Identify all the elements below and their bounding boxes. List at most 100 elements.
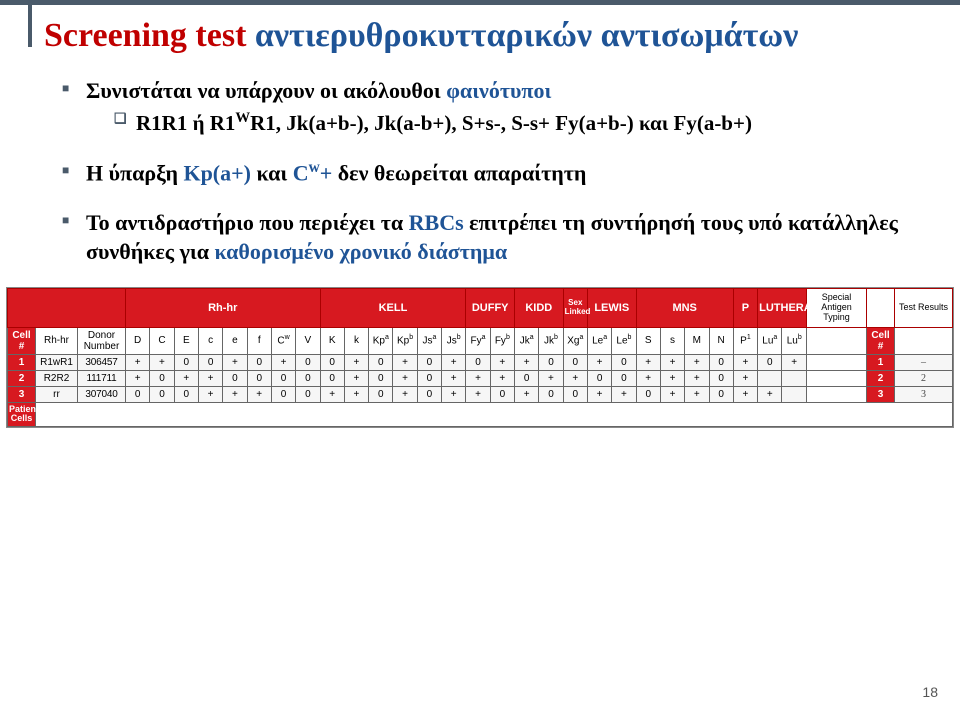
antigen-cell: + [660, 370, 684, 386]
col-Lua: Lua [758, 327, 782, 354]
col-M: M [685, 327, 709, 354]
antigen-cell: + [612, 386, 636, 402]
col-P1: P1 [733, 327, 757, 354]
antigen-cell: + [320, 386, 344, 402]
antigen-cell: 0 [198, 354, 222, 370]
antigen-cell: + [442, 370, 466, 386]
antigen-cell: 0 [563, 386, 587, 402]
antigen-cell: 0 [320, 370, 344, 386]
group-blank [8, 288, 126, 327]
rh-type: R1wR1 [36, 354, 78, 370]
antigen-cell [758, 370, 782, 386]
antigen-cell: + [344, 370, 368, 386]
antigen-cell: + [733, 354, 757, 370]
antigen-cell: + [344, 354, 368, 370]
antigen-cell: 0 [150, 386, 174, 402]
antigen-cell: + [126, 370, 150, 386]
donor-num: 111711 [78, 370, 126, 386]
special-cell [807, 386, 867, 402]
col-D: D [126, 327, 150, 354]
antigen-cell: + [442, 386, 466, 402]
col-Kpa: Kpa [369, 327, 393, 354]
col-Cw: Cw [271, 327, 295, 354]
antigen-cell: + [393, 354, 417, 370]
bullet-3: Το αντιδραστήριο που περιέχει τα RBCs επ… [62, 208, 920, 267]
gap1 [867, 288, 895, 327]
group-p: P [733, 288, 757, 327]
table-row: 3rr307040000+++00++0+0++0+00++0++0++33 [8, 386, 953, 402]
col-Jka: Jka [515, 327, 539, 354]
antigen-cell: + [636, 354, 660, 370]
antigen-cell: + [758, 386, 782, 402]
col-k: k [344, 327, 368, 354]
b3d: καθορισμένο χρονικό διάστημα [214, 239, 507, 264]
antigen-cell: + [515, 386, 539, 402]
antigen-cell: 0 [320, 354, 344, 370]
antigen-cell: 0 [539, 354, 563, 370]
antigen-cell: 0 [709, 386, 733, 402]
slide-title: Screening test αντιερυθροκυτταρικών αντι… [44, 15, 920, 58]
group-kell: KELL [320, 288, 466, 327]
col-e: e [223, 327, 247, 354]
b2a: Η ύπαρξη [86, 160, 183, 185]
antigen-cell: 0 [296, 370, 320, 386]
antigen-cell: + [223, 386, 247, 402]
antigen-panel: Rh-hr KELL DUFFY KIDD Sex Linked LEWIS M… [6, 287, 954, 428]
sub-list: R1R1 ή R1WR1, Jk(a+b-), Jk(a-b+), S+s-, … [86, 109, 920, 137]
antigen-cell: + [587, 354, 611, 370]
antigen-cell: 0 [539, 386, 563, 402]
slide-content: Screening test αντιερυθροκυτταρικών αντι… [0, 5, 960, 267]
bullet-1: Συνιστάται να υπάρχουν οι ακόλουθοι φαιν… [62, 76, 920, 138]
bullet-1-blue: φαινότυποι [446, 78, 551, 103]
group-kidd: KIDD [515, 288, 564, 327]
bullet-1-text: Συνιστάται να υπάρχουν οι ακόλουθοι [86, 78, 446, 103]
antigen-cell: + [490, 370, 514, 386]
b2d: C [293, 160, 309, 185]
b2f: δεν θεωρείται απαραίτητη [338, 160, 587, 185]
antigen-cell: + [587, 386, 611, 402]
antigen-cell: 0 [515, 370, 539, 386]
antigen-cell: + [150, 354, 174, 370]
antigen-cell: 0 [612, 354, 636, 370]
antigen-cell: + [733, 370, 757, 386]
antigen-table: Rh-hr KELL DUFFY KIDD Sex Linked LEWIS M… [7, 288, 953, 427]
group-luth: LUTHERAN [758, 288, 807, 327]
col-N: N [709, 327, 733, 354]
col-Jsb: Jsb [442, 327, 466, 354]
antigen-cell: 0 [369, 386, 393, 402]
antigen-cell: + [515, 354, 539, 370]
b2c: και [257, 160, 293, 185]
special-cell [807, 370, 867, 386]
b3b: RBCs [409, 210, 470, 235]
antigen-cell: 0 [296, 354, 320, 370]
group-mns: MNS [636, 288, 733, 327]
donor-header: Donor Number [78, 327, 126, 354]
bullet-list: Συνιστάται να υπάρχουν οι ακόλουθοι φαιν… [44, 76, 920, 267]
col-K: K [320, 327, 344, 354]
b2b: Kp(a+) [183, 160, 256, 185]
antigen-cell: + [660, 386, 684, 402]
antigen-cell: 0 [709, 370, 733, 386]
page-number: 18 [922, 684, 938, 700]
col-E: E [174, 327, 198, 354]
antigen-cell: + [198, 386, 222, 402]
antigen-cell: + [247, 386, 271, 402]
antigen-cell: 0 [223, 370, 247, 386]
table-row: 1R1wR1306457++00+0+00+0+0+0++00+0+++0+0+… [8, 354, 953, 370]
antigen-cell: 0 [296, 386, 320, 402]
cell-num: 1 [8, 354, 36, 370]
antigen-cell: 0 [466, 354, 490, 370]
col-Fya: Fya [466, 327, 490, 354]
sub-rest: R1, Jk(a+b-), Jk(a-b+), S+s-, S-s+ Fy(a+… [250, 111, 752, 135]
antigen-cell: + [174, 370, 198, 386]
title-blue: αντιερυθροκυτταρικών αντισωμάτων [255, 17, 798, 54]
b3a: Το αντιδραστήριο που περιέχει τα [86, 210, 409, 235]
donor-num: 306457 [78, 354, 126, 370]
col-Kpb: Kpb [393, 327, 417, 354]
col-S: S [636, 327, 660, 354]
antigen-cell: + [466, 370, 490, 386]
patient-label: Patient Cells [8, 402, 36, 427]
antigen-cell: 0 [612, 370, 636, 386]
antigen-cell: 0 [369, 354, 393, 370]
sub-sup: W [235, 110, 250, 126]
